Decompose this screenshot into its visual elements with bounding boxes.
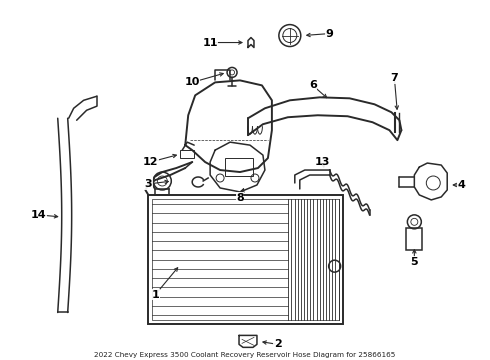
Text: 4: 4 — [457, 180, 465, 190]
Text: 1: 1 — [151, 289, 159, 300]
Text: 11: 11 — [202, 37, 218, 48]
Bar — [148, 195, 343, 324]
Text: 3: 3 — [145, 179, 152, 189]
Text: 14: 14 — [31, 210, 47, 220]
Text: 10: 10 — [185, 77, 200, 87]
Text: 6: 6 — [309, 80, 317, 90]
Bar — [406, 228, 422, 250]
Text: 8: 8 — [236, 193, 244, 203]
Text: 7: 7 — [391, 73, 398, 84]
Text: 2: 2 — [274, 339, 282, 349]
Text: 12: 12 — [143, 157, 158, 167]
Bar — [180, 150, 194, 158]
Text: 2022 Chevy Express 3500 Coolant Recovery Reservoir Hose Diagram for 25866165: 2022 Chevy Express 3500 Coolant Recovery… — [94, 352, 396, 358]
Bar — [225, 158, 253, 176]
Text: 13: 13 — [315, 157, 330, 167]
Bar — [152, 199, 339, 320]
Text: 9: 9 — [326, 28, 334, 39]
Text: 5: 5 — [411, 257, 418, 267]
